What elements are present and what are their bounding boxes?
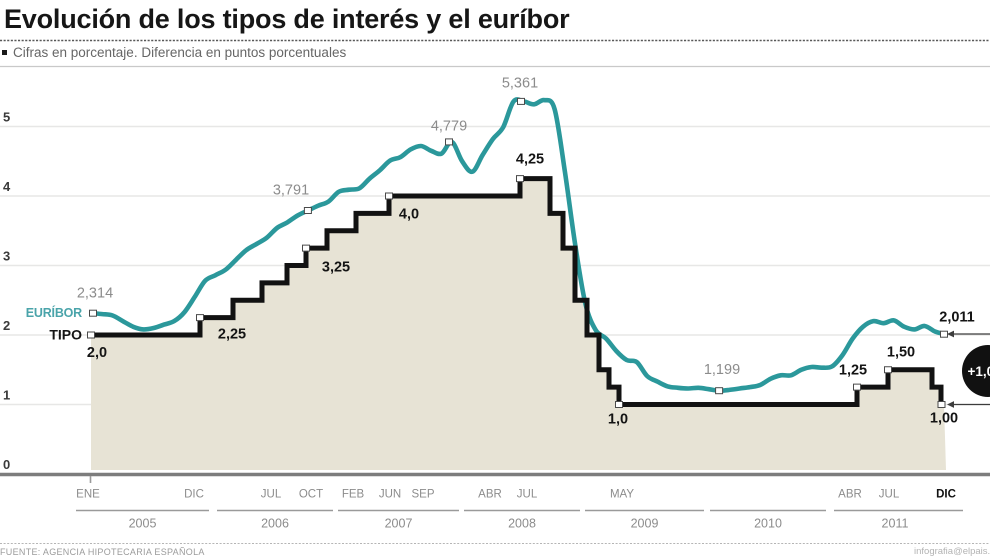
svg-text:2011: 2011 (882, 517, 909, 531)
svg-text:2006: 2006 (261, 517, 289, 531)
svg-text:SEP: SEP (411, 489, 434, 501)
svg-text:3,25: 3,25 (322, 260, 350, 276)
svg-text:ENE: ENE (76, 489, 100, 501)
svg-text:1,25: 1,25 (839, 363, 867, 379)
svg-text:DIC: DIC (936, 489, 956, 501)
svg-text:2,0: 2,0 (87, 345, 107, 361)
svg-text:2008: 2008 (508, 517, 536, 531)
svg-text:1: 1 (3, 388, 10, 403)
svg-text:JUL: JUL (517, 489, 538, 501)
svg-text:ABR: ABR (478, 489, 502, 501)
svg-text:OCT: OCT (299, 489, 323, 501)
svg-text:TIPO: TIPO (49, 327, 82, 343)
svg-text:JUN: JUN (379, 489, 401, 501)
svg-text:3: 3 (3, 249, 10, 264)
svg-text:2,011: 2,011 (939, 310, 975, 326)
svg-text:1,50: 1,50 (887, 345, 915, 361)
svg-text:3,791: 3,791 (273, 183, 309, 199)
svg-text:4: 4 (3, 179, 11, 194)
svg-text:2010: 2010 (754, 517, 782, 531)
svg-text:2009: 2009 (631, 517, 659, 531)
svg-text:JUL: JUL (879, 489, 900, 501)
svg-text:DIC: DIC (184, 489, 204, 501)
svg-text:FUENTE: AGENCIA HIPOTECARIA ES: FUENTE: AGENCIA HIPOTECARIA ESPAÑOLA (0, 547, 205, 557)
svg-text:5: 5 (3, 110, 10, 125)
svg-text:4,779: 4,779 (431, 119, 467, 135)
svg-text:2,314: 2,314 (77, 286, 113, 302)
svg-text:+1,011: +1,011 (968, 364, 990, 379)
svg-text:4,0: 4,0 (399, 207, 419, 223)
svg-text:1,0: 1,0 (608, 412, 628, 428)
svg-text:1,199: 1,199 (704, 362, 740, 378)
svg-text:5,361: 5,361 (502, 76, 538, 92)
svg-text:MAY: MAY (610, 489, 634, 501)
svg-text:ABR: ABR (838, 489, 862, 501)
svg-text:2005: 2005 (129, 517, 157, 531)
svg-text:4,25: 4,25 (516, 152, 544, 168)
svg-text:2,25: 2,25 (218, 327, 246, 343)
svg-text:2: 2 (3, 318, 10, 333)
svg-text:0: 0 (3, 457, 10, 472)
svg-text:FEB: FEB (342, 489, 365, 501)
svg-text:2007: 2007 (385, 517, 413, 531)
svg-text:infografia@elpais.es: infografia@elpais.es (914, 546, 990, 557)
svg-text:JUL: JUL (261, 489, 282, 501)
svg-text:EURÍBOR: EURÍBOR (26, 305, 82, 320)
svg-text:1,00: 1,00 (930, 411, 958, 427)
